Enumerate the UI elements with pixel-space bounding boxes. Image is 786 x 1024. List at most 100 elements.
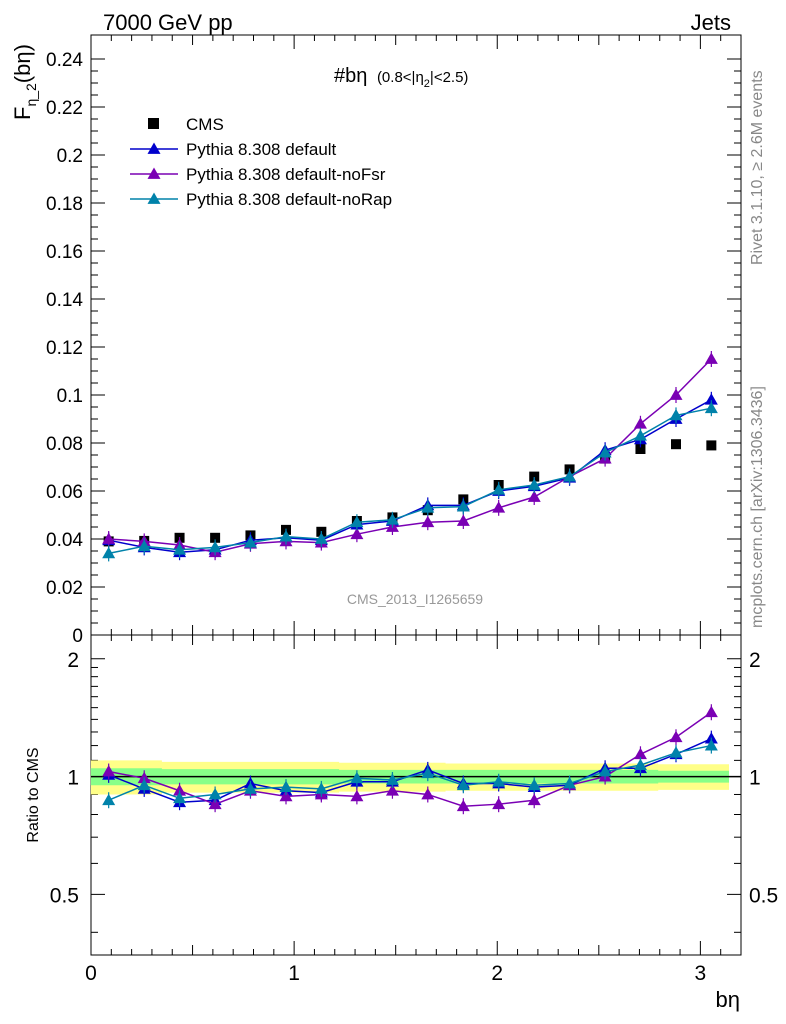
main-ytick-label: 0.18	[46, 194, 83, 215]
series-point	[243, 536, 257, 548]
main-ytick-label: 0.2	[57, 146, 83, 167]
ratio-series-point	[669, 730, 683, 743]
ratio-series-point	[421, 787, 435, 800]
xtick-label: 0	[85, 962, 97, 985]
legend-marker	[147, 142, 161, 154]
ratio-series-point	[633, 747, 647, 760]
cms-point	[706, 440, 717, 451]
ratio-series-point	[102, 765, 116, 777]
watermark: CMS_2013_I1265659	[347, 591, 483, 607]
series-point	[173, 543, 187, 555]
main-ytick-label: 0.08	[46, 434, 83, 455]
plot-title: #bη (0.8<|η2|<2.5)	[334, 65, 468, 90]
series-point	[527, 490, 541, 502]
ratio-ylabel: Ratio to CMS	[25, 747, 42, 842]
ratio-series-point	[633, 758, 647, 770]
ratio-series-point	[492, 775, 506, 787]
ratio-series-point	[669, 746, 683, 758]
cms-point	[210, 532, 221, 543]
legend-label: CMS	[186, 115, 224, 134]
ratio-series-point	[456, 799, 470, 812]
ratio-series-point	[527, 778, 541, 791]
series-point	[102, 532, 116, 544]
xlabel: bη	[716, 987, 740, 1012]
ratio-ytick-label: 0.5	[50, 884, 79, 907]
series-point	[456, 514, 470, 526]
header-left: 7000 GeV pp	[103, 10, 233, 35]
main-ytick-label: 0	[72, 626, 83, 647]
legend-entry: Pythia 8.308 default	[130, 140, 337, 159]
series-point	[633, 417, 647, 429]
ratio-series-point	[385, 784, 399, 796]
title-sub: (0.8<|η	[377, 69, 424, 86]
ylabel-main: F	[10, 107, 35, 120]
series-point	[633, 429, 647, 441]
main-ytick-label: 0.12	[46, 338, 83, 359]
main-ytick-label: 0.02	[46, 578, 83, 599]
legend-label: Pythia 8.308 default	[186, 140, 337, 159]
ratio-series-point	[492, 797, 506, 810]
ratio-series-line	[108, 744, 712, 801]
ratio-series-point	[527, 793, 541, 806]
series-point	[421, 501, 435, 513]
series-pythia-8-308-default-nofsr	[102, 351, 718, 561]
ratio-series-point	[314, 782, 328, 794]
main-ytick-label: 0.24	[46, 50, 83, 71]
ratio-series-point	[173, 784, 187, 796]
side-top: Rivet 3.1.10, ≥ 2.6M events	[749, 70, 766, 265]
cms-point	[529, 471, 540, 482]
ratio-series-point	[243, 782, 257, 794]
ratio-series-line	[108, 737, 712, 803]
header-right: Jets	[691, 10, 731, 35]
legend-marker	[147, 192, 161, 204]
ratio-series-point	[137, 778, 151, 791]
main-ylabel: Fη_2(bη)	[10, 44, 39, 120]
series-point	[563, 470, 577, 482]
series-point	[492, 501, 506, 513]
series-point	[279, 530, 293, 542]
main-panel: 0 0.02 0.04 0.06 0.08 0.1 0.12 0.14 0.16 0.18 0.2 0…	[46, 34, 742, 647]
ratio-ytick-label-right: 1	[749, 767, 761, 790]
main-ytick-label: 0.04	[46, 530, 83, 551]
legend-marker	[147, 167, 161, 179]
ratio-series-point	[173, 791, 187, 804]
series-point	[527, 478, 541, 490]
ratio-series-point	[208, 797, 222, 810]
series-point	[137, 539, 151, 552]
ratio-series-point	[279, 780, 293, 792]
series-point	[669, 408, 683, 421]
ratio-series-point	[350, 789, 364, 802]
series-line	[108, 407, 712, 555]
series-point	[350, 527, 364, 540]
series-line	[108, 358, 712, 553]
series-point	[208, 540, 222, 553]
ratio-series-point	[598, 765, 612, 777]
ratio-series-line	[108, 711, 712, 807]
ratio-panel: 0 1 2 3 0.5 0.5 1 1 2 2	[50, 634, 778, 985]
main-ytick-label: 0.16	[46, 242, 83, 263]
ratio-series-pythia-8-308-default-norap	[102, 737, 718, 809]
series-line	[108, 399, 712, 553]
ratio-series-point	[563, 777, 577, 789]
series-point	[350, 515, 364, 528]
series-point	[102, 546, 116, 559]
ratio-series-point	[421, 766, 435, 779]
svg-text:Fη_2(bη): Fη_2(bη)	[10, 44, 39, 120]
ratio-ytick-label-right: 2	[749, 649, 761, 672]
legend-entry: Pythia 8.308 default-noFsr	[130, 165, 386, 184]
ratio-ytick-label-right: 0.5	[749, 884, 778, 907]
ratio-series-point	[208, 787, 222, 800]
ratio-series-pythia-8-308-default-nofsr	[102, 704, 718, 815]
xtick-label: 1	[288, 962, 300, 985]
main-ytick-label: 0.22	[46, 98, 83, 119]
title-sub-end: |<2.5)	[430, 69, 469, 86]
series-point	[704, 352, 718, 364]
cms-point	[635, 444, 646, 454]
xtick-label: 3	[695, 962, 707, 985]
main-ytick-label: 0.14	[46, 290, 83, 311]
series-point	[704, 393, 718, 405]
series-point	[314, 532, 328, 544]
ratio-ytick-label: 2	[67, 649, 79, 672]
series-point	[598, 446, 612, 458]
